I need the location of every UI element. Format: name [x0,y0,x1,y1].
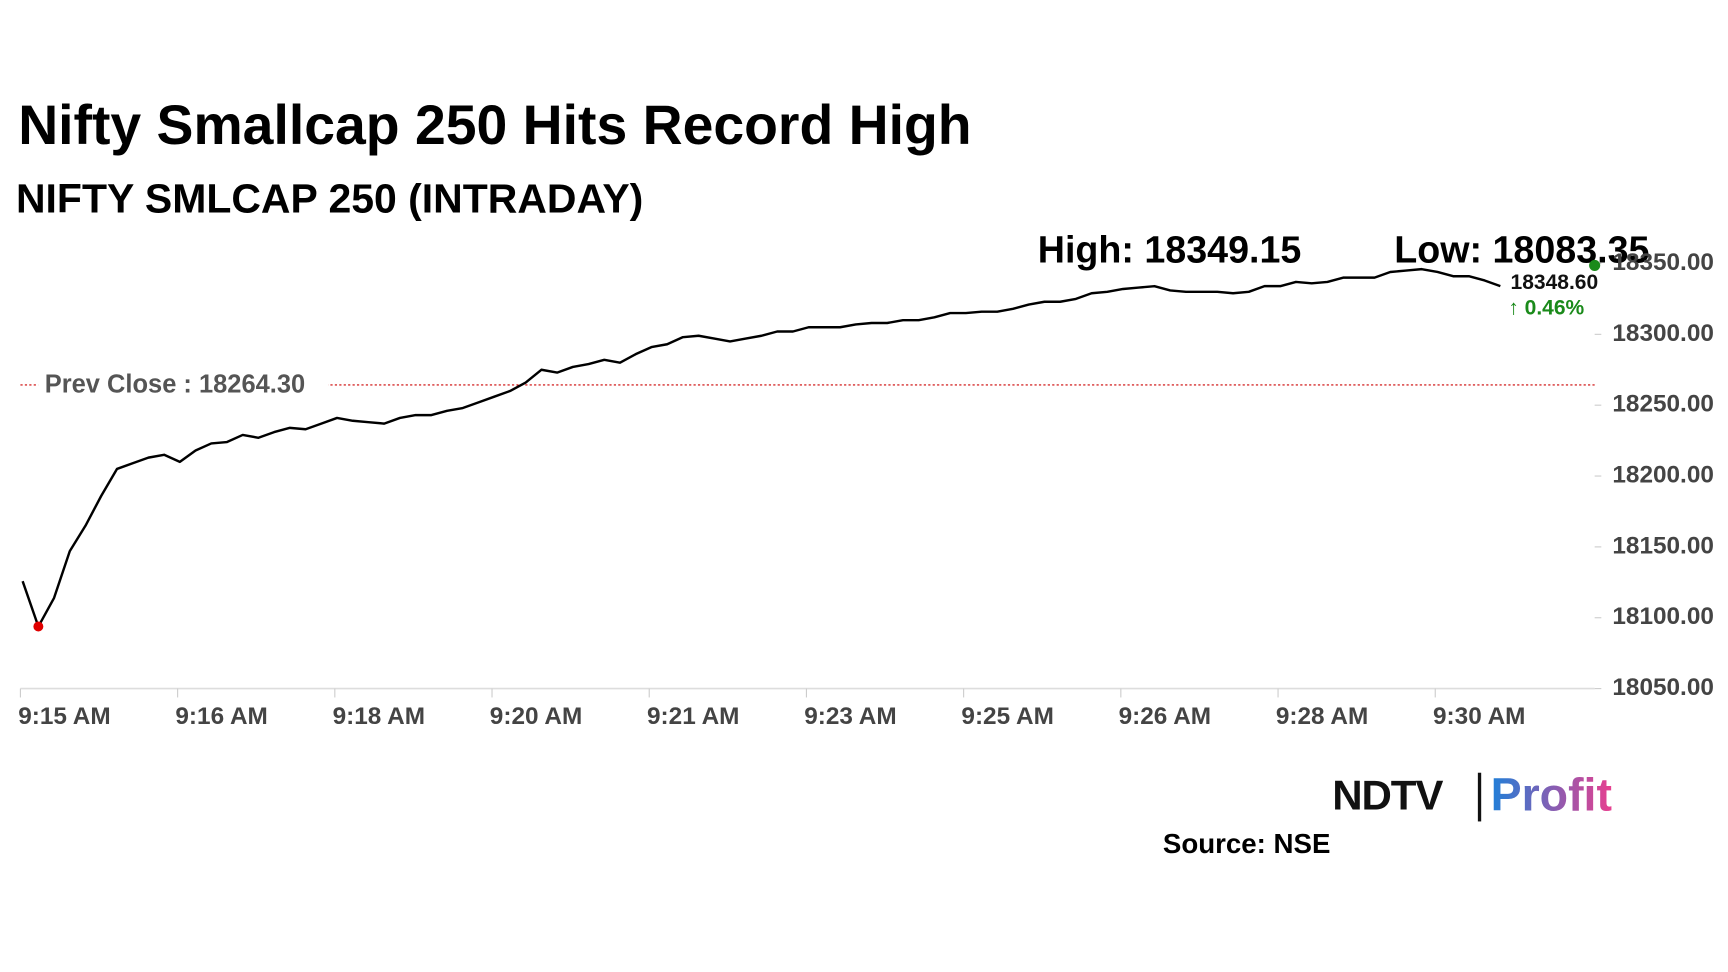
x-tick-label: 9:16 AM [175,703,267,730]
x-tick-label: 9:20 AM [490,703,582,730]
x-tick-label: 9:18 AM [333,703,425,730]
low-marker [33,621,44,632]
source: Source: NSE [1163,828,1331,859]
y-tick-label: 18100.00 [1612,603,1714,630]
low-label: Low: 18083.35 [1394,228,1649,270]
prev-close-bg [38,367,329,403]
logo-product: Profit [1491,768,1612,820]
last-value-label: 18348.60 [1511,271,1599,294]
y-tick-label: 18250.00 [1612,391,1714,418]
y-tick-label: 18300.00 [1612,320,1714,347]
y-tick-label: 18350.00 [1612,249,1714,276]
logo-brand: NDTV [1332,771,1443,818]
x-tick-label: 9:25 AM [961,703,1053,730]
x-tick-label: 9:26 AM [1119,703,1211,730]
prev-close-label: Prev Close : 18264.30 [45,371,305,399]
series-line [21,267,1501,628]
x-tick-label: 9:23 AM [804,703,896,730]
last-marker [1589,259,1601,271]
high-label: High: 18349.15 [1038,228,1302,270]
x-tick-label: 9:21 AM [647,703,739,730]
change-label: ↑ 0.46% [1508,296,1584,319]
x-tick-label: 9:28 AM [1276,703,1368,730]
chart-subtitle: NIFTY SMLCAP 250 (INTRADAY) [16,175,643,221]
x-tick-label: 9:30 AM [1433,703,1525,730]
y-tick-label: 18150.00 [1612,532,1714,559]
chart-title: Nifty Smallcap 250 Hits Record High [18,94,971,156]
y-tick-label: 18050.00 [1612,674,1714,701]
y-tick-label: 18200.00 [1612,461,1714,488]
x-tick-label: 9:15 AM [18,703,110,730]
